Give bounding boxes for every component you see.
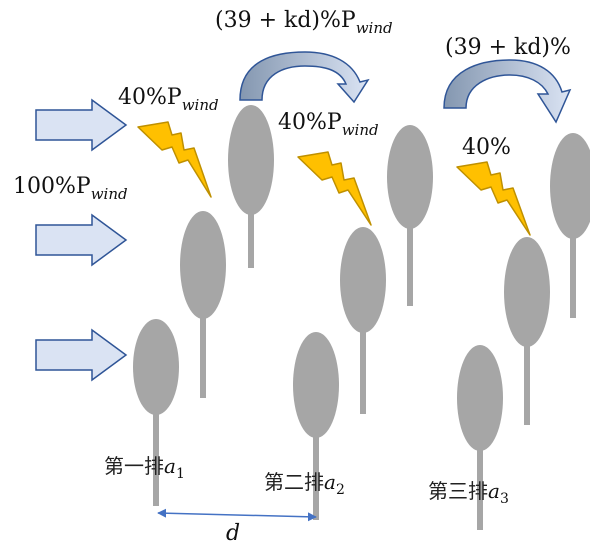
curved-arrow-icon (443, 59, 572, 124)
wind-arrow-icon (35, 328, 128, 382)
wind-arrows (35, 98, 128, 382)
turbine (457, 345, 503, 530)
label-40-third: 40% (462, 135, 511, 160)
turbines (133, 105, 590, 530)
row-label-1: 第一排a1 (104, 454, 185, 482)
label-top-2: (39 + kd)% (445, 35, 571, 60)
wake-symbols (137, 121, 531, 236)
label-40-second: 40%Pwind (278, 110, 379, 139)
turbine (550, 133, 590, 318)
lightning-icon (456, 161, 531, 236)
turbine (340, 227, 386, 414)
lightning-icon (297, 151, 372, 226)
turbine (228, 105, 274, 268)
turbine (133, 319, 179, 506)
transfer-arrows (239, 51, 572, 124)
lightning-icon (137, 121, 212, 198)
wind-arrow-icon (35, 213, 128, 267)
turbine (293, 332, 339, 520)
label-40-first: 40%Pwind (118, 85, 219, 114)
distance-label: d (226, 521, 240, 543)
label-top-1: (39 + kd)%Pwind (215, 8, 393, 37)
label-100: 100%Pwind (13, 174, 128, 203)
turbine (504, 237, 550, 425)
row-label-2: 第二排a2 (264, 470, 345, 498)
distance-line (157, 508, 317, 522)
curved-arrow-icon (239, 51, 370, 104)
turbine (180, 211, 226, 398)
wind-arrow-icon (35, 98, 128, 152)
row-label-3: 第三排a3 (428, 479, 509, 507)
turbine (387, 125, 433, 306)
